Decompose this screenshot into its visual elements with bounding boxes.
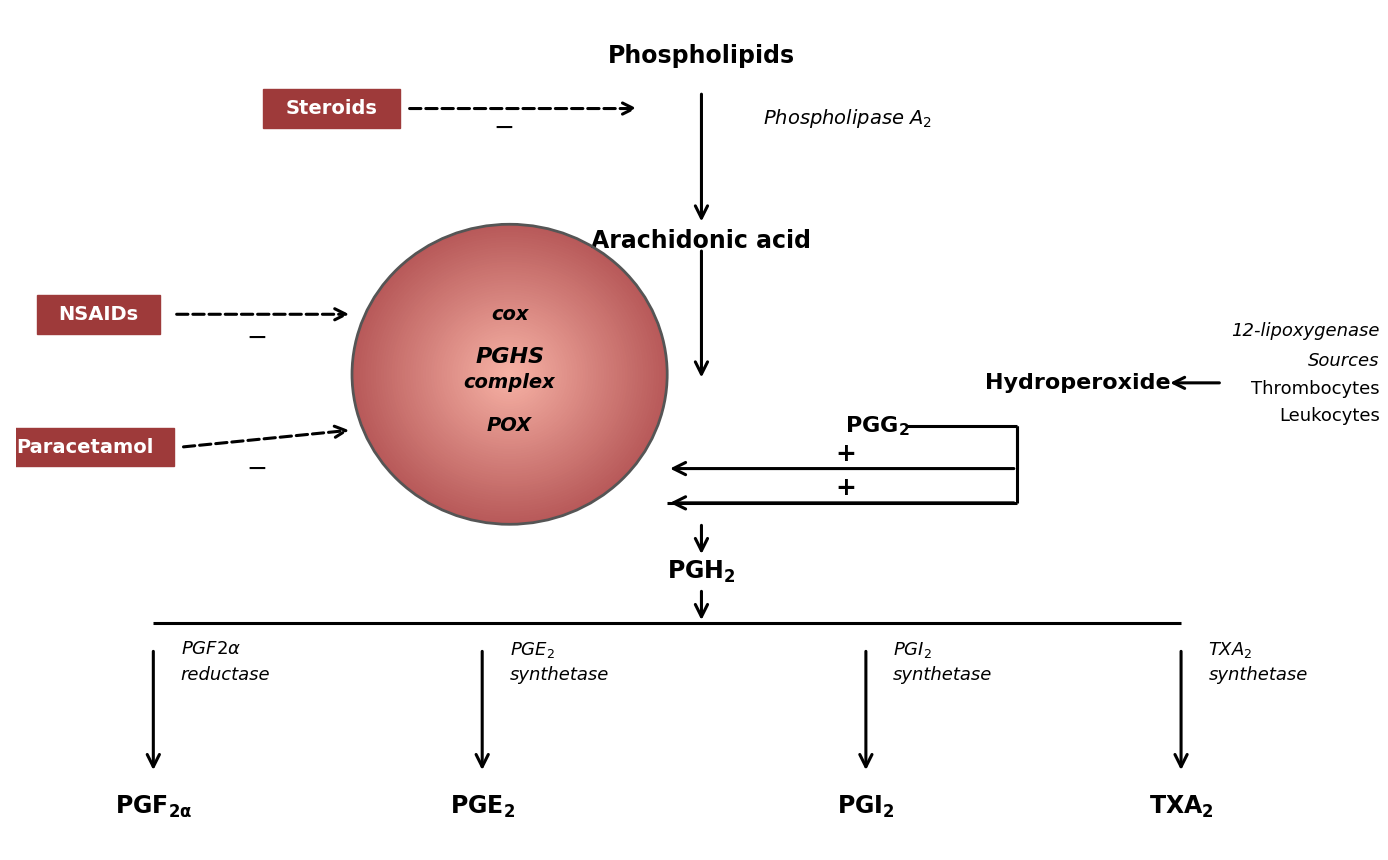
Text: Leukocytes: Leukocytes (1278, 408, 1380, 426)
Ellipse shape (428, 297, 591, 452)
Ellipse shape (362, 234, 657, 514)
Ellipse shape (462, 329, 557, 420)
Ellipse shape (391, 261, 627, 487)
Ellipse shape (386, 257, 633, 492)
Ellipse shape (415, 285, 604, 464)
Ellipse shape (444, 312, 575, 437)
Text: $\mathbf{PGG_2}$: $\mathbf{PGG_2}$ (845, 414, 911, 438)
Ellipse shape (423, 292, 597, 457)
Text: $TXA_2$: $TXA_2$ (1209, 640, 1253, 660)
Ellipse shape (380, 252, 638, 497)
Ellipse shape (368, 239, 651, 509)
Text: $\it{Phospholipase\ A_2}$: $\it{Phospholipase\ A_2}$ (763, 108, 933, 131)
Ellipse shape (491, 357, 527, 392)
Ellipse shape (433, 302, 586, 447)
Ellipse shape (421, 289, 598, 459)
Ellipse shape (397, 267, 623, 482)
Ellipse shape (454, 322, 565, 427)
Ellipse shape (430, 299, 589, 449)
Text: Hydroperoxide: Hydroperoxide (985, 373, 1171, 393)
Text: $PGI_2$: $PGI_2$ (894, 640, 933, 660)
Ellipse shape (412, 282, 607, 467)
Ellipse shape (439, 307, 580, 442)
FancyBboxPatch shape (262, 89, 400, 128)
Ellipse shape (500, 365, 520, 384)
Text: $-$: $-$ (246, 456, 266, 480)
Ellipse shape (468, 335, 551, 415)
Ellipse shape (394, 264, 625, 484)
FancyBboxPatch shape (0, 428, 174, 466)
Ellipse shape (357, 230, 662, 519)
Ellipse shape (507, 372, 512, 377)
Text: +: + (836, 476, 856, 501)
Ellipse shape (480, 347, 539, 402)
Text: $-$: $-$ (246, 325, 266, 349)
Text: Paracetamol: Paracetamol (17, 438, 154, 457)
Ellipse shape (447, 314, 573, 434)
Text: $-$: $-$ (493, 115, 514, 139)
Ellipse shape (476, 341, 544, 407)
Ellipse shape (371, 242, 648, 507)
Ellipse shape (477, 344, 541, 404)
Ellipse shape (450, 316, 570, 432)
Text: Arachidonic acid: Arachidonic acid (591, 230, 812, 254)
Text: Sources: Sources (1309, 353, 1380, 371)
Text: $\mathbf{PGE_2}$: $\mathbf{PGE_2}$ (450, 794, 515, 820)
Ellipse shape (473, 340, 547, 409)
Ellipse shape (418, 286, 601, 462)
Text: $\mathbf{PGI_2}$: $\mathbf{PGI_2}$ (837, 794, 895, 820)
Ellipse shape (441, 310, 577, 439)
Ellipse shape (489, 354, 530, 394)
Text: Steroids: Steroids (286, 99, 378, 118)
Ellipse shape (426, 294, 594, 454)
Text: +: + (836, 442, 856, 466)
Ellipse shape (409, 280, 609, 470)
Ellipse shape (389, 259, 630, 489)
Ellipse shape (497, 362, 523, 387)
Ellipse shape (404, 274, 615, 474)
Ellipse shape (501, 366, 518, 382)
Text: complex: complex (464, 373, 555, 392)
Ellipse shape (486, 352, 533, 396)
Ellipse shape (465, 332, 554, 417)
Ellipse shape (379, 249, 641, 500)
Ellipse shape (483, 349, 536, 399)
Text: NSAIDs: NSAIDs (58, 304, 139, 323)
Ellipse shape (355, 227, 665, 522)
Text: PGHS: PGHS (475, 347, 544, 367)
Text: reductase: reductase (180, 666, 271, 684)
Text: $PGE_2$: $PGE_2$ (509, 640, 555, 660)
Ellipse shape (359, 231, 659, 517)
Ellipse shape (400, 269, 620, 479)
Ellipse shape (471, 337, 550, 412)
Text: cox: cox (491, 304, 529, 323)
Ellipse shape (383, 255, 636, 494)
Text: Thrombocytes: Thrombocytes (1251, 380, 1380, 398)
Ellipse shape (365, 237, 654, 512)
Ellipse shape (403, 272, 618, 476)
Ellipse shape (353, 224, 668, 525)
Ellipse shape (376, 247, 644, 501)
Ellipse shape (457, 324, 562, 424)
Text: $PGF2\alpha$: $PGF2\alpha$ (180, 640, 242, 658)
Text: $\mathbf{PGH_2}$: $\mathbf{PGH_2}$ (668, 558, 736, 585)
Ellipse shape (373, 244, 647, 504)
Text: POX: POX (487, 416, 532, 435)
Ellipse shape (494, 359, 526, 390)
Ellipse shape (452, 319, 568, 429)
Text: $\mathbf{TXA_2}$: $\mathbf{TXA_2}$ (1149, 794, 1213, 820)
Ellipse shape (504, 369, 515, 379)
Ellipse shape (436, 304, 583, 445)
Ellipse shape (459, 327, 559, 421)
Text: synthetase: synthetase (1209, 666, 1307, 684)
Text: $\mathbf{PGF_{2\alpha}}$: $\mathbf{PGF_{2\alpha}}$ (115, 794, 192, 820)
Text: Phospholipids: Phospholipids (608, 44, 795, 68)
FancyBboxPatch shape (37, 295, 160, 334)
Text: synthetase: synthetase (894, 666, 992, 684)
Text: 12-lipoxygenase: 12-lipoxygenase (1231, 322, 1380, 341)
Text: synthetase: synthetase (509, 666, 609, 684)
Ellipse shape (407, 277, 612, 472)
